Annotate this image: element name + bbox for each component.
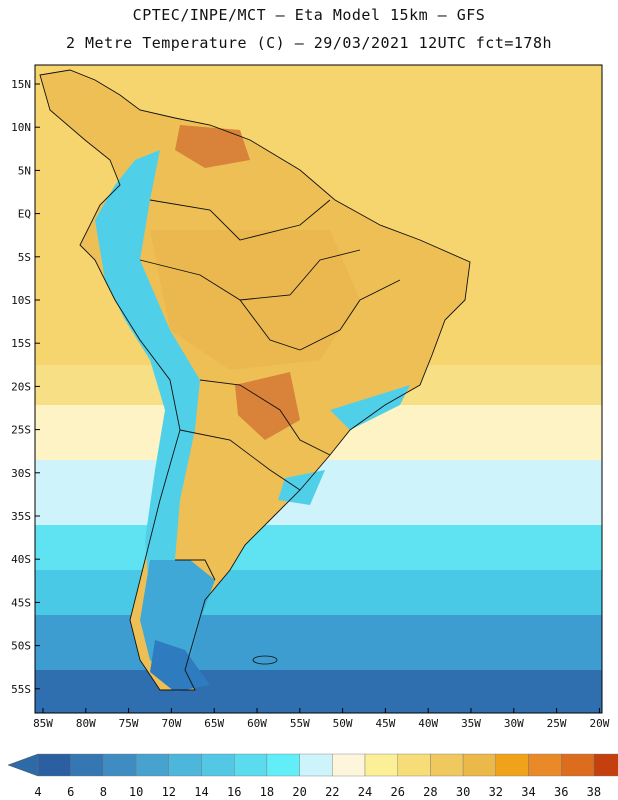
lat-label-35s: 35S — [11, 510, 31, 523]
lat-label-25s: 25S — [11, 424, 31, 437]
lat-label-20s: 20S — [11, 380, 31, 393]
colorbar-label: 12 — [162, 785, 176, 799]
lat-label-10s: 10S — [11, 294, 31, 307]
temperature-colorbar: 4 6 8 10 12 14 16 18 20 22 24 26 28 30 32 34 36 38 — [7, 753, 618, 799]
lon-label-35w: 35W — [461, 717, 481, 730]
colorbar-label: 28 — [423, 785, 437, 799]
colorbar-swatch — [299, 753, 333, 777]
lat-label-eq: EQ — [18, 208, 31, 221]
south-america-landmass — [40, 70, 470, 690]
colorbar-label: 30 — [456, 785, 470, 799]
colorbar-label: 8 — [100, 785, 107, 799]
map-frame — [34, 64, 603, 714]
lat-label-15s: 15S — [11, 337, 31, 350]
lon-label-50w: 50W — [333, 717, 353, 730]
colorbar-label: 22 — [325, 785, 339, 799]
andes-cold-strip — [95, 150, 200, 610]
lat-label-15n: 15N — [11, 78, 31, 91]
lon-label-25w: 25W — [547, 717, 567, 730]
colorbar-label: 16 — [227, 785, 241, 799]
falkland-islands — [252, 655, 278, 665]
colorbar-swatch — [593, 753, 618, 777]
colorbar-swatch — [103, 753, 137, 777]
colorbar-label: 24 — [358, 785, 372, 799]
hot-region-chaco — [235, 372, 300, 440]
lon-label-30w: 30W — [504, 717, 524, 730]
lon-label-55w: 55W — [290, 717, 310, 730]
colorbar-label: 10 — [129, 785, 143, 799]
lat-label-5n: 5N — [18, 164, 31, 177]
ocean-band-cyan — [35, 570, 602, 615]
colorbar-swatch — [168, 753, 202, 777]
colorbar-label: 6 — [67, 785, 74, 799]
lat-label-5s: 5S — [18, 251, 31, 264]
colorbar-swatch — [201, 753, 235, 777]
map-title-line1: CPTEC/INPE/MCT – Eta Model 15km – GFS — [132, 6, 486, 24]
colorbar-label: 26 — [390, 785, 404, 799]
interior-region — [150, 230, 360, 370]
latitude-axis: 15N 10N 5N EQ 5S 10S 15S 20S 25S 30S 35S 40S 45S 50S 5… — [11, 78, 40, 696]
colorbar-swatch — [397, 753, 431, 777]
colorbar-label: 20 — [292, 785, 306, 799]
tierra-del-fuego — [150, 640, 210, 692]
lon-label-80w: 80W — [76, 717, 96, 730]
ocean-band-cold — [35, 460, 602, 525]
colorbar-swatch — [495, 753, 529, 777]
colorbar-swatch — [364, 753, 398, 777]
colorbar-swatch — [70, 753, 104, 777]
lat-label-50s: 50S — [11, 640, 31, 653]
colorbar-label: 32 — [489, 785, 503, 799]
lat-label-40s: 40S — [11, 553, 31, 566]
colorbar-swatch — [528, 753, 562, 777]
colorbar-swatch — [135, 753, 170, 777]
ocean-band-colder — [35, 525, 602, 570]
lon-label-70w: 70W — [161, 717, 181, 730]
colorbar-label: 36 — [554, 785, 568, 799]
lon-label-45w: 45W — [375, 717, 395, 730]
southeast-coast-cool — [330, 385, 410, 430]
colorbar-swatch — [266, 753, 300, 777]
map-field — [35, 65, 602, 713]
lon-label-65w: 65W — [204, 717, 224, 730]
lat-label-10n: 10N — [11, 121, 31, 134]
longitude-axis: 85W 80W 75W 70W 65W 60W 55W 50W 45W 40W 35W 30W 25W 2… — [33, 708, 610, 730]
lon-label-75w: 75W — [119, 717, 139, 730]
colorbar-swatch — [462, 753, 497, 777]
ocean-band-dark-blue — [35, 670, 602, 713]
lon-label-85w: 85W — [33, 717, 53, 730]
lat-label-30s: 30S — [11, 467, 31, 480]
colorbar-label: 34 — [521, 785, 535, 799]
colorbar-label: 38 — [587, 785, 601, 799]
colorbar-label: 18 — [260, 785, 274, 799]
map-title-line2: 2 Metre Temperature (C) – 29/03/2021 12U… — [65, 34, 553, 52]
colorbar-label: 4 — [34, 785, 41, 799]
lat-label-45s: 45S — [11, 596, 31, 609]
lon-label-20w: 20W — [589, 717, 609, 730]
hot-region-venezuela — [175, 125, 250, 168]
lon-label-60w: 60W — [247, 717, 267, 730]
colorbar-label: 14 — [194, 785, 208, 799]
colorbar-end-low — [7, 753, 39, 777]
ocean-band-blue — [35, 615, 602, 670]
colorbar-swatch — [430, 753, 464, 777]
colorbar-swatch — [332, 753, 366, 777]
colorbar-swatch — [37, 753, 71, 777]
colorbar-swatch — [561, 753, 595, 777]
lon-label-40w: 40W — [418, 717, 438, 730]
lat-label-55s: 55S — [11, 683, 31, 696]
southern-brazil-cool — [278, 470, 325, 505]
colorbar-swatch — [233, 753, 268, 777]
country-borders — [39, 69, 471, 691]
